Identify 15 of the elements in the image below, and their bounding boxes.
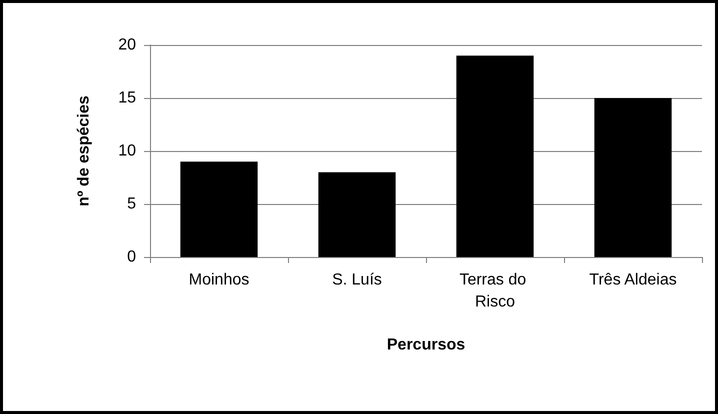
y-tick-label: 5 bbox=[127, 196, 136, 212]
bar bbox=[456, 56, 534, 257]
x-tick-label: S. Luís bbox=[332, 272, 382, 288]
x-tick-label: Terras do Risco bbox=[459, 272, 531, 310]
y-tick-label: 15 bbox=[118, 90, 136, 106]
bar bbox=[318, 172, 396, 257]
y-tick-label: 10 bbox=[118, 142, 136, 160]
x-tick-label: Três Aldeias bbox=[589, 272, 677, 288]
y-axis-title: nº de espécies bbox=[76, 96, 92, 206]
bar bbox=[180, 162, 258, 257]
x-axis-title: Percursos bbox=[386, 336, 466, 354]
bar bbox=[594, 98, 672, 257]
y-tick-label: 20 bbox=[118, 36, 136, 54]
x-tick-label: Moinhos bbox=[188, 272, 250, 288]
y-tick-label: 0 bbox=[127, 248, 136, 266]
